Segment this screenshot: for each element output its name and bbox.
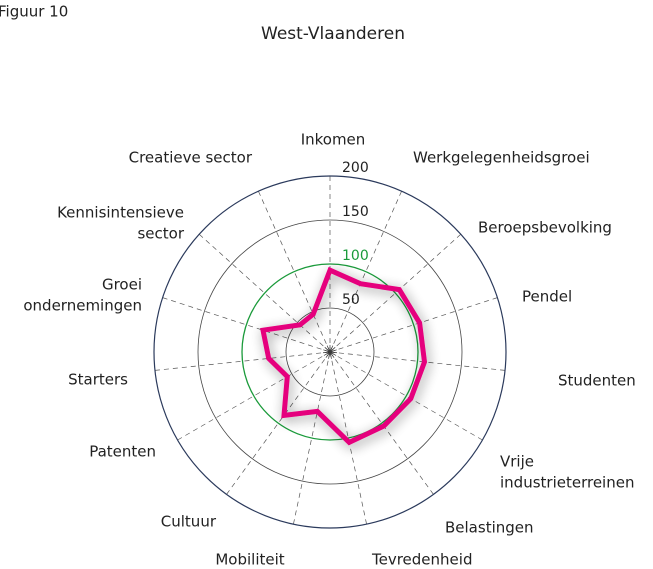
center-tick (329, 347, 336, 353)
center-tick (329, 351, 337, 356)
spoke (258, 191, 331, 353)
spoke (329, 191, 402, 353)
spoke (329, 297, 498, 353)
spoke (154, 351, 331, 371)
r-tick-label: 100 (342, 248, 369, 264)
category-label: Groei (102, 276, 142, 294)
center-tick (323, 349, 331, 353)
center-tick (323, 351, 331, 356)
spoke (162, 297, 331, 353)
center-tick (329, 351, 332, 359)
grid-ring (153, 175, 507, 529)
center-tick (324, 347, 331, 353)
chart-title: West-Vlaanderen (261, 24, 405, 44)
category-label: industrieterreinen (500, 474, 634, 492)
grid-ring (241, 263, 419, 441)
spoke (329, 351, 434, 495)
series-line (260, 266, 428, 446)
grid-ring (285, 307, 375, 397)
center-tick (325, 351, 331, 358)
spoke (329, 351, 506, 371)
spoke (329, 351, 367, 525)
spoke (198, 233, 331, 353)
center-tick (329, 351, 337, 354)
spoke (329, 351, 483, 441)
center-tick (326, 345, 331, 353)
category-label: Belastingen (445, 519, 534, 537)
spoke (329, 233, 462, 353)
center-tick (323, 351, 331, 354)
category-label: Tevredenheid (371, 551, 472, 569)
category-label: Starters (68, 371, 128, 389)
category-label: Inkomen (301, 131, 366, 149)
center-tick (329, 351, 335, 358)
r-tick-label: 200 (342, 160, 369, 176)
category-label: Mobiliteit (215, 551, 284, 569)
spoke (226, 351, 331, 495)
category-label: Creatieve sector (129, 149, 253, 167)
figure-label: Figuur 10 (0, 3, 68, 21)
category-label: Vrije (500, 453, 534, 471)
category-label: Kennisintensieve (57, 204, 184, 222)
category-label: Werkgelegenheidsgroei (413, 149, 590, 167)
category-label: sector (137, 225, 184, 243)
category-label: Patenten (89, 443, 156, 461)
center-tick (329, 349, 337, 353)
category-label: Beroepsbevolking (478, 219, 612, 237)
category-label: Cultuur (161, 513, 217, 531)
spoke (177, 351, 331, 441)
center-tick (328, 351, 331, 359)
category-label: Studenten (558, 372, 636, 390)
r-tick-label: 150 (342, 204, 369, 220)
category-label: Pendel (522, 288, 572, 306)
category-label: ondernemingen (23, 297, 142, 315)
r-tick-label: 50 (342, 292, 360, 308)
grid-ring (197, 219, 463, 485)
spoke (293, 351, 331, 525)
center-tick (329, 345, 334, 353)
